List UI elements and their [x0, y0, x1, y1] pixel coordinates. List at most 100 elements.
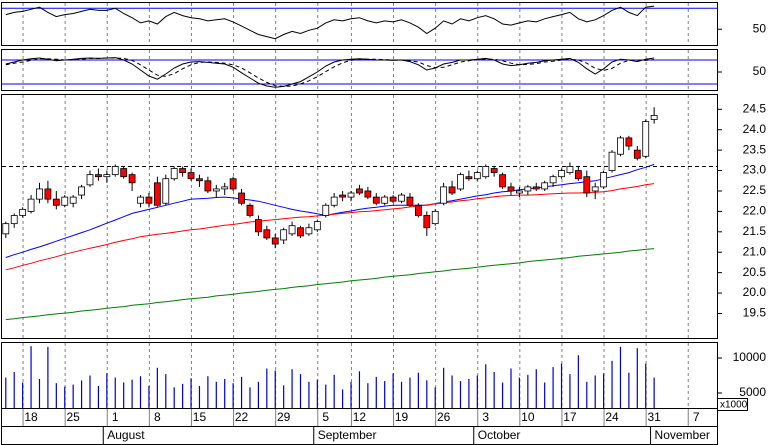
x-tick-label: 26	[437, 410, 451, 424]
candle-body	[145, 196, 153, 204]
volume-bar	[459, 381, 462, 408]
x-tick-label: 24	[605, 410, 619, 424]
indicator-line	[5, 57, 655, 87]
x-tick-label: 3	[482, 410, 489, 424]
candle-body	[591, 186, 599, 192]
y-tick-label: 10000	[733, 350, 767, 364]
candle-body	[574, 170, 582, 180]
volume-bar	[232, 383, 234, 408]
volume-bar	[274, 370, 276, 408]
y-tick-label: 19.5	[743, 306, 767, 320]
volume-bar	[577, 355, 579, 408]
volume-bar	[527, 374, 529, 408]
candle-body	[280, 229, 288, 241]
candle-body	[246, 204, 254, 216]
candle-body	[27, 198, 35, 212]
candle-body	[86, 174, 94, 186]
y-tick-label: 50	[753, 64, 767, 78]
candle-body	[330, 196, 338, 206]
candle-body	[364, 190, 372, 198]
x-tick-label: 22	[235, 410, 249, 424]
volume-bar	[123, 382, 125, 408]
volume-bar	[501, 382, 504, 408]
volume-bar	[535, 369, 537, 408]
x-tick-label: 8	[154, 410, 161, 424]
y-tick-label: 23.5	[743, 142, 767, 156]
volume-bar	[476, 375, 478, 408]
candle-body	[120, 168, 128, 178]
volume-bar	[156, 367, 158, 408]
candle-body	[406, 196, 414, 206]
volume-bar	[114, 377, 116, 408]
candle-body	[95, 174, 102, 178]
month-label: September	[318, 428, 377, 442]
volume-bar	[510, 368, 512, 408]
volume-bar	[342, 389, 344, 408]
candle-body	[254, 219, 262, 233]
volume-bar	[485, 364, 487, 408]
volume-bar	[249, 387, 251, 408]
volume-bar	[224, 378, 226, 408]
candle-body	[322, 204, 330, 216]
volume-bar	[308, 381, 310, 408]
candle-body	[204, 180, 212, 192]
volume-bar	[409, 377, 411, 408]
volume-bar	[594, 375, 596, 408]
volume-bar	[182, 383, 184, 408]
volume-bar	[266, 368, 268, 408]
volume-bar	[367, 383, 369, 408]
candle-body	[414, 204, 422, 216]
volume-bar	[628, 372, 630, 408]
candle-body	[221, 186, 229, 190]
candle-body	[608, 151, 616, 171]
candle-body	[431, 210, 439, 225]
candle-body	[549, 176, 557, 184]
y-tick-label: 24.5	[743, 101, 767, 115]
volume-bar	[569, 374, 571, 408]
volume-bar	[358, 371, 361, 408]
candle-body	[490, 168, 498, 173]
candle-body	[524, 186, 532, 192]
candle-body	[128, 174, 136, 184]
y-tick-label: 50	[753, 21, 767, 35]
candle-body	[19, 208, 27, 216]
volume-bar	[173, 387, 175, 408]
volume-bar	[5, 377, 7, 408]
x-tick-label: 5	[322, 410, 329, 424]
volume-bar	[207, 376, 209, 408]
volume-bar	[215, 381, 217, 408]
candle-body	[187, 172, 195, 180]
candle-body	[482, 166, 490, 178]
candle-body	[473, 172, 481, 180]
y-tick-label: 24.0	[743, 122, 767, 136]
candle-body	[52, 198, 60, 206]
candle-body	[617, 137, 624, 155]
candle-body	[625, 137, 633, 147]
candle-body	[2, 223, 10, 235]
candle-body	[44, 188, 52, 200]
candle-body	[642, 121, 650, 157]
candle-body	[465, 176, 473, 180]
month-label: August	[107, 428, 145, 442]
candle-body	[271, 237, 279, 245]
volume-bar	[131, 379, 133, 408]
volume-bar	[316, 379, 318, 408]
candle-body	[313, 221, 321, 231]
candle-body	[541, 182, 549, 190]
x-tick-label: 15	[193, 410, 207, 424]
candle-body	[196, 178, 203, 182]
volume-bar	[38, 378, 41, 408]
x-tick-label: 19	[395, 410, 409, 424]
moving-average	[5, 248, 655, 321]
volume-bar	[283, 385, 285, 408]
candle-body	[566, 166, 574, 173]
volume-bar	[198, 385, 201, 408]
candle-body	[170, 168, 178, 180]
candle-body	[137, 196, 144, 204]
candle-body	[288, 225, 296, 235]
candle-body	[583, 176, 591, 194]
unit-box	[717, 398, 748, 411]
x-tick-label: 7	[693, 410, 700, 424]
